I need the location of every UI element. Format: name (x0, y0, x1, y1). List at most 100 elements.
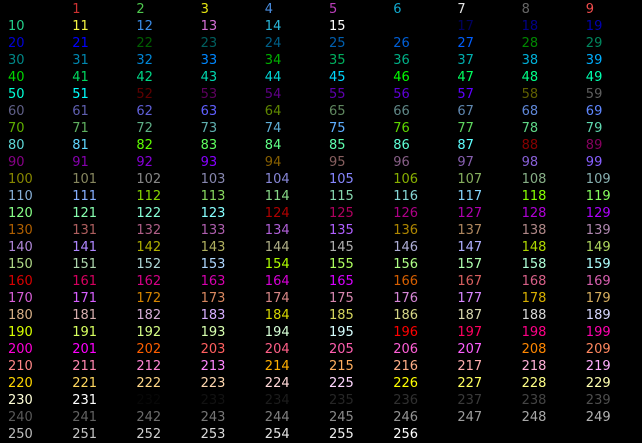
color-code-cell: 163 (200, 274, 226, 289)
color-code-cell: 255 (329, 427, 354, 442)
color-code-cell: 252 (136, 427, 162, 442)
color-code-cell: 97 (457, 155, 474, 170)
color-code-cell: 204 (264, 342, 290, 357)
color-code-cell: 6 (393, 2, 402, 17)
color-code-cell: 113 (200, 189, 226, 204)
color-code-cell: 198 (521, 325, 547, 340)
color-code-cell: 71 (72, 121, 89, 136)
color-code-cell: 201 (72, 342, 98, 357)
color-code-cell: 110 (8, 189, 33, 204)
color-code-cell: 77 (457, 121, 474, 136)
color-code-cell: 174 (264, 291, 290, 306)
color-code-cell: 256 (393, 427, 419, 442)
color-code-cell: 93 (200, 155, 218, 170)
color-code-cell: 155 (329, 257, 354, 272)
color-code-cell: 8 (521, 2, 530, 17)
color-code-cell: 120 (8, 206, 33, 221)
color-code-cell: 195 (329, 325, 354, 340)
color-code-cell: 45 (329, 70, 346, 85)
color-code-cell: 82 (136, 138, 153, 153)
color-code-cell: 158 (521, 257, 547, 272)
color-code-cell: 29 (585, 36, 603, 51)
color-code-cell: 35 (329, 53, 346, 68)
color-code-cell: 72 (136, 121, 153, 136)
color-code-cell: 56 (393, 87, 410, 102)
color-code-cell: 126 (393, 206, 419, 221)
color-code-cell: 27 (457, 36, 474, 51)
color-code-cell: 251 (72, 427, 98, 442)
color-code-cell: 129 (585, 206, 611, 221)
color-code-cell: 179 (585, 291, 611, 306)
color-code-cell: 172 (136, 291, 162, 306)
color-code-cell: 149 (585, 240, 611, 255)
color-code-cell: 233 (200, 393, 226, 408)
color-code-cell: 38 (521, 53, 539, 68)
color-code-cell: 141 (72, 240, 98, 255)
color-code-cell: 70 (8, 121, 25, 136)
color-code-cell: 184 (264, 308, 290, 323)
color-code-cell: 202 (136, 342, 162, 357)
color-code-cell: 90 (8, 155, 25, 170)
color-code-cell: 36 (393, 53, 410, 68)
color-code-cell: 244 (264, 410, 290, 425)
color-code-cell: 9 (585, 2, 595, 17)
color-code-cell: 25 (329, 36, 346, 51)
color-code-cell: 5 (329, 2, 338, 17)
color-code-cell: 166 (393, 274, 419, 289)
color-code-cell: 47 (457, 70, 474, 85)
color-code-cell: 176 (393, 291, 419, 306)
color-code-cell: 241 (72, 410, 98, 425)
color-code-cell: 237 (457, 393, 483, 408)
color-code-cell: 225 (329, 376, 354, 391)
color-code-cell: 115 (329, 189, 354, 204)
color-code-cell: 159 (585, 257, 611, 272)
color-code-cell: 33 (200, 53, 218, 68)
color-code-cell: 62 (136, 104, 153, 119)
color-code-cell: 63 (200, 104, 218, 119)
color-code-cell: 73 (200, 121, 218, 136)
color-code-cell: 211 (72, 359, 98, 374)
color-code-cell: 67 (457, 104, 474, 119)
color-code-cell: 122 (136, 206, 162, 221)
color-code-cell: 197 (457, 325, 483, 340)
color-code-cell: 68 (521, 104, 539, 119)
color-code-cell: 87 (457, 138, 474, 153)
color-code-cell: 219 (585, 359, 611, 374)
color-code-cell: 85 (329, 138, 346, 153)
color-code-cell: 60 (8, 104, 25, 119)
color-code-cell: 32 (136, 53, 153, 68)
color-code-cell: 59 (585, 87, 603, 102)
color-code-cell: 183 (200, 308, 226, 323)
color-code-cell: 26 (393, 36, 410, 51)
color-code-cell: 12 (136, 19, 153, 34)
color-code-cell: 15 (329, 19, 346, 34)
color-code-cell: 248 (521, 410, 547, 425)
color-code-cell: 88 (521, 138, 539, 153)
color-code-cell: 83 (200, 138, 218, 153)
color-code-cell: 41 (72, 70, 89, 85)
color-code-cell: 253 (200, 427, 226, 442)
color-code-cell: 127 (457, 206, 483, 221)
color-code-cell: 108 (521, 172, 547, 187)
color-code-cell: 94 (264, 155, 282, 170)
color-code-cell: 168 (521, 274, 547, 289)
color-code-cell: 111 (72, 189, 98, 204)
color-code-cell: 69 (585, 104, 603, 119)
color-code-cell: 54 (264, 87, 282, 102)
color-code-cell: 92 (136, 155, 153, 170)
color-code-cell: 44 (264, 70, 282, 85)
color-code-cell: 109 (585, 172, 611, 187)
color-code-cell: 239 (585, 393, 611, 408)
color-code-cell: 249 (585, 410, 611, 425)
color-code-cell: 189 (585, 308, 611, 323)
color-code-cell: 177 (457, 291, 483, 306)
color-code-cell: 167 (457, 274, 483, 289)
color-code-cell: 7 (457, 2, 466, 17)
color-code-cell: 10 (8, 19, 25, 34)
color-code-cell: 4 (264, 2, 274, 17)
color-code-cell: 124 (264, 206, 290, 221)
color-code-cell: 31 (72, 53, 89, 68)
color-code-cell: 152 (136, 257, 162, 272)
color-code-cell: 79 (585, 121, 603, 136)
color-code-cell: 13 (200, 19, 218, 34)
